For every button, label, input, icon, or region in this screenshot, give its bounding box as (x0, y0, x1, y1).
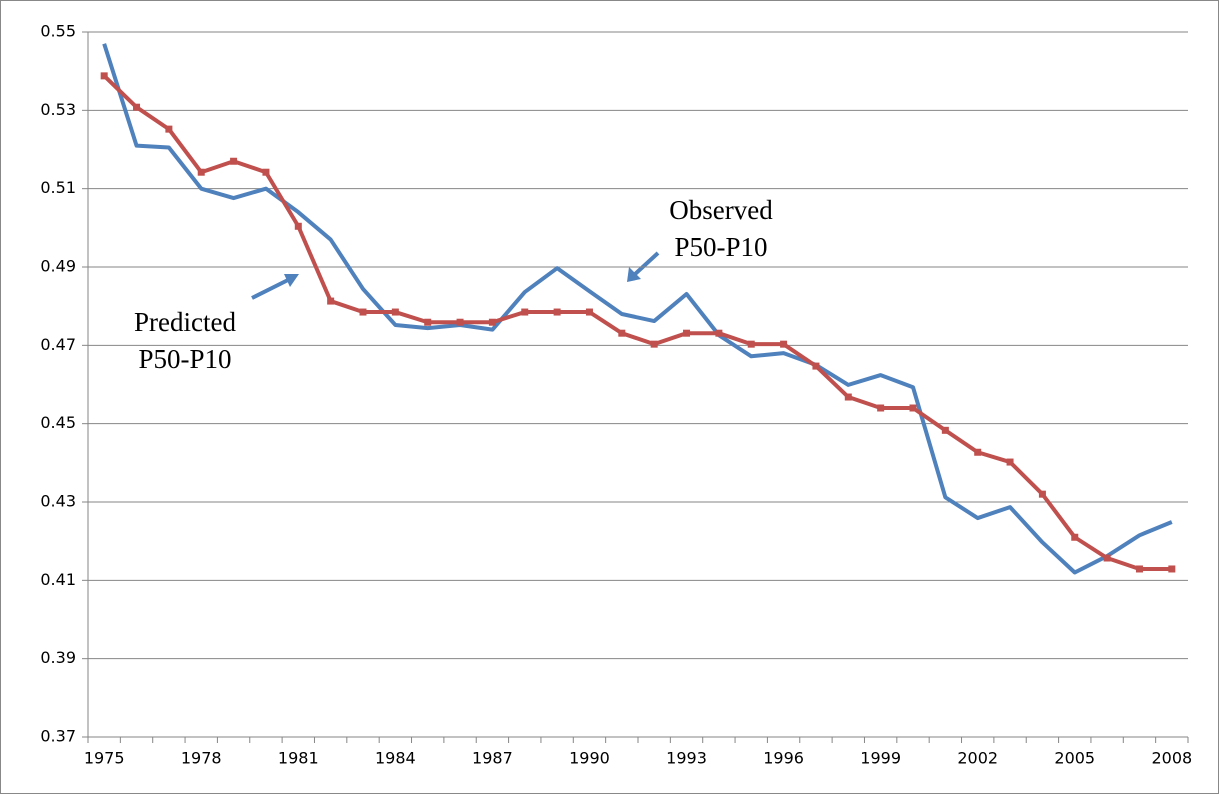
point-marker (715, 329, 723, 337)
point-marker (1103, 554, 1111, 562)
annotation-arrow (251, 277, 291, 300)
annotation: P50-P10 (138, 344, 231, 374)
point-marker (197, 168, 205, 176)
point-marker (391, 308, 399, 316)
y-tick-label: 0.51 (40, 178, 76, 197)
point-marker (456, 318, 464, 326)
y-tick-label: 0.41 (40, 570, 76, 589)
point-marker (294, 222, 302, 230)
point-marker (812, 362, 820, 370)
point-marker (585, 308, 593, 316)
point-marker (780, 340, 788, 348)
point-marker (553, 308, 561, 316)
x-tick-label: 2002 (957, 749, 998, 768)
y-tick-label: 0.53 (40, 100, 76, 119)
y-tick-label: 0.37 (40, 727, 76, 746)
y-tick-label: 0.43 (40, 492, 76, 511)
point-marker (165, 125, 173, 133)
point-marker (230, 157, 238, 165)
x-tick-label: 1999 (860, 749, 901, 768)
x-tick-label: 1996 (763, 749, 804, 768)
point-marker (974, 448, 982, 456)
y-tick-label: 0.47 (40, 335, 76, 354)
point-marker (683, 329, 691, 337)
y-tick-label: 0.39 (40, 648, 76, 667)
y-tick-label: 0.45 (40, 413, 76, 432)
x-tick-label: 2008 (1151, 749, 1192, 768)
point-marker (941, 426, 949, 434)
y-tick-label: 0.49 (40, 257, 76, 276)
x-tick-label: 1981 (278, 749, 319, 768)
annotation-arrow (632, 251, 660, 277)
point-marker (877, 404, 885, 412)
x-tick-label: 1984 (375, 749, 416, 768)
point-marker (359, 308, 367, 316)
point-marker (133, 103, 141, 111)
point-marker (1071, 533, 1079, 541)
x-tick-label: 2005 (1054, 749, 1095, 768)
point-marker (262, 168, 270, 176)
annotation: P50-P10 (674, 232, 767, 262)
annotation: Predicted (134, 307, 236, 337)
y-tick-label: 0.55 (40, 22, 76, 41)
point-marker (327, 297, 335, 305)
point-marker (909, 404, 917, 412)
x-tick-label: 1978 (181, 749, 222, 768)
annotation-arrowhead (284, 274, 299, 287)
point-marker (488, 318, 496, 326)
x-tick-label: 1990 (569, 749, 610, 768)
point-marker (1135, 565, 1143, 573)
point-marker (618, 329, 626, 337)
x-tick-label: 1993 (666, 749, 707, 768)
point-marker (100, 72, 108, 80)
point-marker (424, 318, 432, 326)
x-tick-label: 1987 (472, 749, 513, 768)
point-marker (521, 308, 529, 316)
point-marker (844, 393, 852, 401)
annotation-arrowhead (627, 267, 641, 282)
point-marker (650, 340, 658, 348)
point-marker (1038, 490, 1046, 498)
point-marker (1168, 565, 1176, 573)
point-marker (1006, 458, 1014, 466)
point-marker (747, 340, 755, 348)
annotation: Observed (669, 195, 773, 225)
series-line (102, 74, 1172, 571)
x-tick-label: 1975 (84, 749, 125, 768)
